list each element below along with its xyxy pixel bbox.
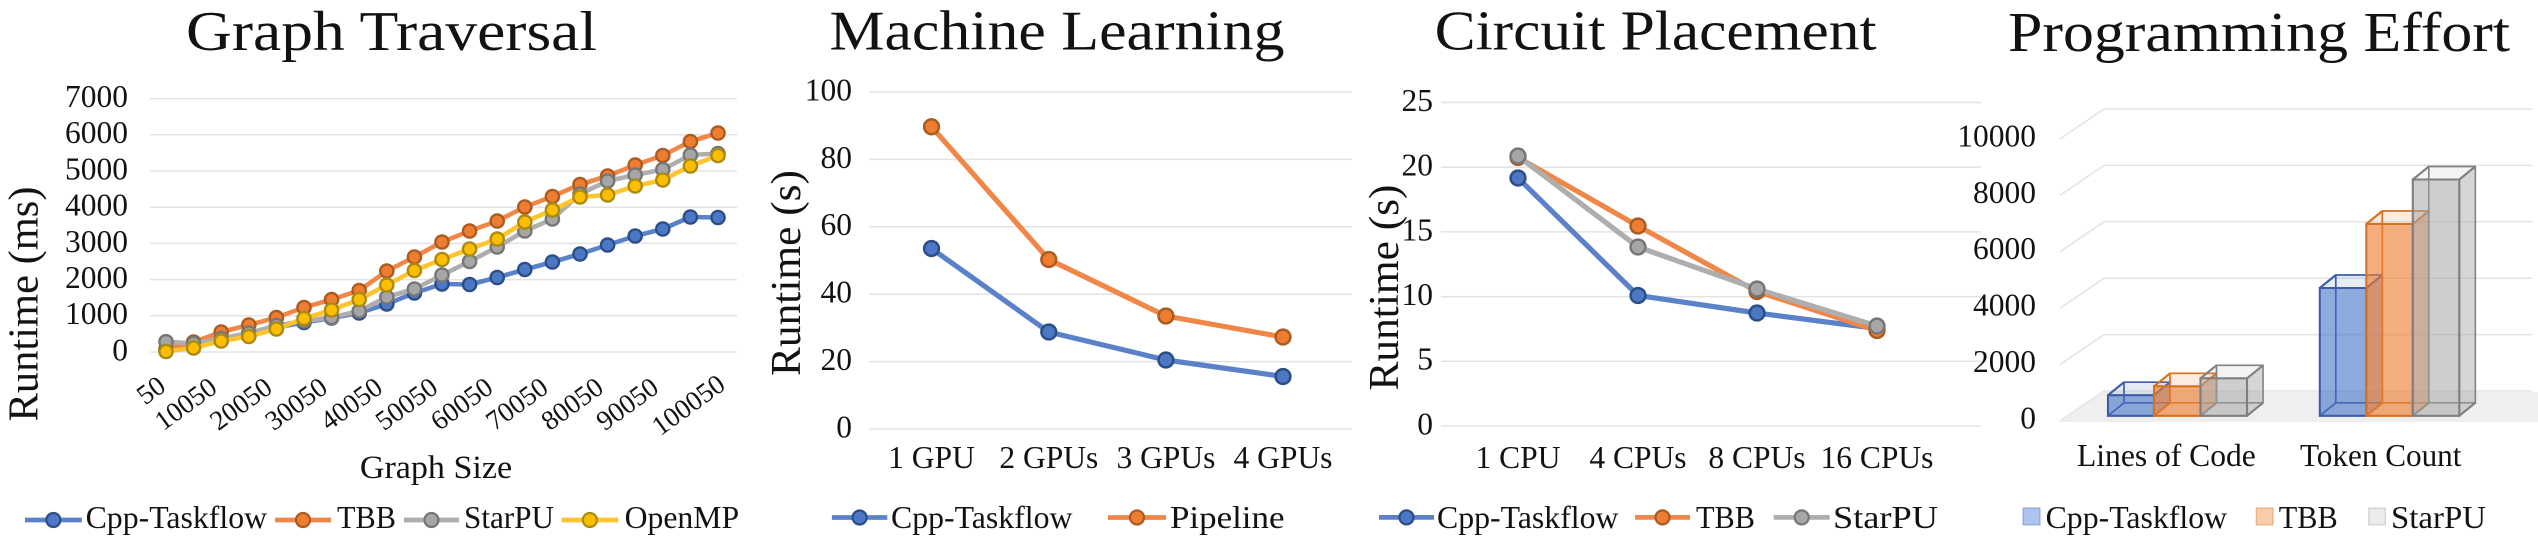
svg-text:3000: 3000: [65, 224, 128, 259]
svg-text:5000: 5000: [65, 151, 128, 186]
svg-text:80: 80: [821, 140, 853, 175]
svg-text:2000: 2000: [65, 260, 128, 295]
svg-text:3 GPUs: 3 GPUs: [1116, 440, 1215, 475]
svg-text:10: 10: [1402, 277, 1434, 312]
svg-text:20: 20: [1402, 148, 1434, 183]
svg-text:0: 0: [112, 332, 128, 367]
svg-text:Machine Learning: Machine Learning: [830, 1, 1285, 63]
svg-text:0: 0: [1417, 406, 1433, 441]
svg-text:Runtime (s): Runtime (s): [1362, 185, 1408, 391]
svg-text:Pipeline: Pipeline: [1170, 500, 1285, 535]
svg-text:OpenMP: OpenMP: [625, 500, 740, 535]
svg-text:Graph Traversal: Graph Traversal: [186, 1, 597, 63]
svg-text:Cpp-Taskflow: Cpp-Taskflow: [1437, 500, 1619, 535]
svg-text:40: 40: [821, 275, 853, 310]
svg-text:Cpp-Taskflow: Cpp-Taskflow: [891, 500, 1073, 535]
svg-text:4 CPUs: 4 CPUs: [1589, 440, 1686, 475]
svg-text:StarPU: StarPU: [464, 500, 554, 535]
svg-text:Lines of Code: Lines of Code: [2077, 438, 2256, 473]
svg-text:Token Count: Token Count: [2300, 438, 2462, 473]
svg-text:25: 25: [1402, 83, 1434, 118]
svg-text:StarPU: StarPU: [2391, 500, 2486, 535]
svg-text:6000: 6000: [1973, 231, 2036, 266]
svg-text:5: 5: [1417, 342, 1433, 377]
svg-text:TBB: TBB: [1696, 500, 1755, 535]
svg-text:Cpp-Taskflow: Cpp-Taskflow: [2046, 500, 2228, 535]
svg-text:Graph Size: Graph Size: [360, 450, 512, 486]
svg-text:10000: 10000: [1957, 118, 2036, 153]
svg-text:4000: 4000: [65, 188, 128, 223]
svg-text:2 GPUs: 2 GPUs: [999, 440, 1098, 475]
svg-text:20: 20: [821, 342, 853, 377]
svg-text:1000: 1000: [65, 296, 128, 331]
svg-text:TBB: TBB: [2279, 500, 2338, 535]
svg-text:60: 60: [821, 207, 853, 242]
svg-text:1 GPU: 1 GPU: [888, 440, 975, 475]
svg-text:16 CPUs: 16 CPUs: [1821, 440, 1934, 475]
svg-text:100: 100: [805, 72, 852, 107]
svg-text:StarPU: StarPU: [1833, 500, 1938, 535]
svg-text:0: 0: [2020, 400, 2036, 435]
svg-text:8 CPUs: 8 CPUs: [1708, 440, 1805, 475]
svg-text:8000: 8000: [1973, 175, 2036, 210]
svg-text:1 CPU: 1 CPU: [1476, 440, 1561, 475]
svg-text:TBB: TBB: [337, 500, 396, 535]
svg-text:4000: 4000: [1973, 288, 2036, 323]
svg-text:Circuit Placement: Circuit Placement: [1435, 1, 1877, 63]
svg-text:Runtime (ms): Runtime (ms): [2, 187, 48, 422]
svg-text:7000: 7000: [65, 79, 128, 114]
svg-text:Runtime (s): Runtime (s): [764, 170, 810, 376]
svg-text:4 GPUs: 4 GPUs: [1234, 440, 1333, 475]
svg-text:0: 0: [836, 409, 852, 444]
svg-text:2000: 2000: [1973, 344, 2036, 379]
svg-text:Cpp-Taskflow: Cpp-Taskflow: [86, 500, 268, 535]
svg-text:6000: 6000: [65, 115, 128, 150]
svg-text:Programming Effort: Programming Effort: [2008, 2, 2510, 64]
svg-text:15: 15: [1402, 212, 1434, 247]
